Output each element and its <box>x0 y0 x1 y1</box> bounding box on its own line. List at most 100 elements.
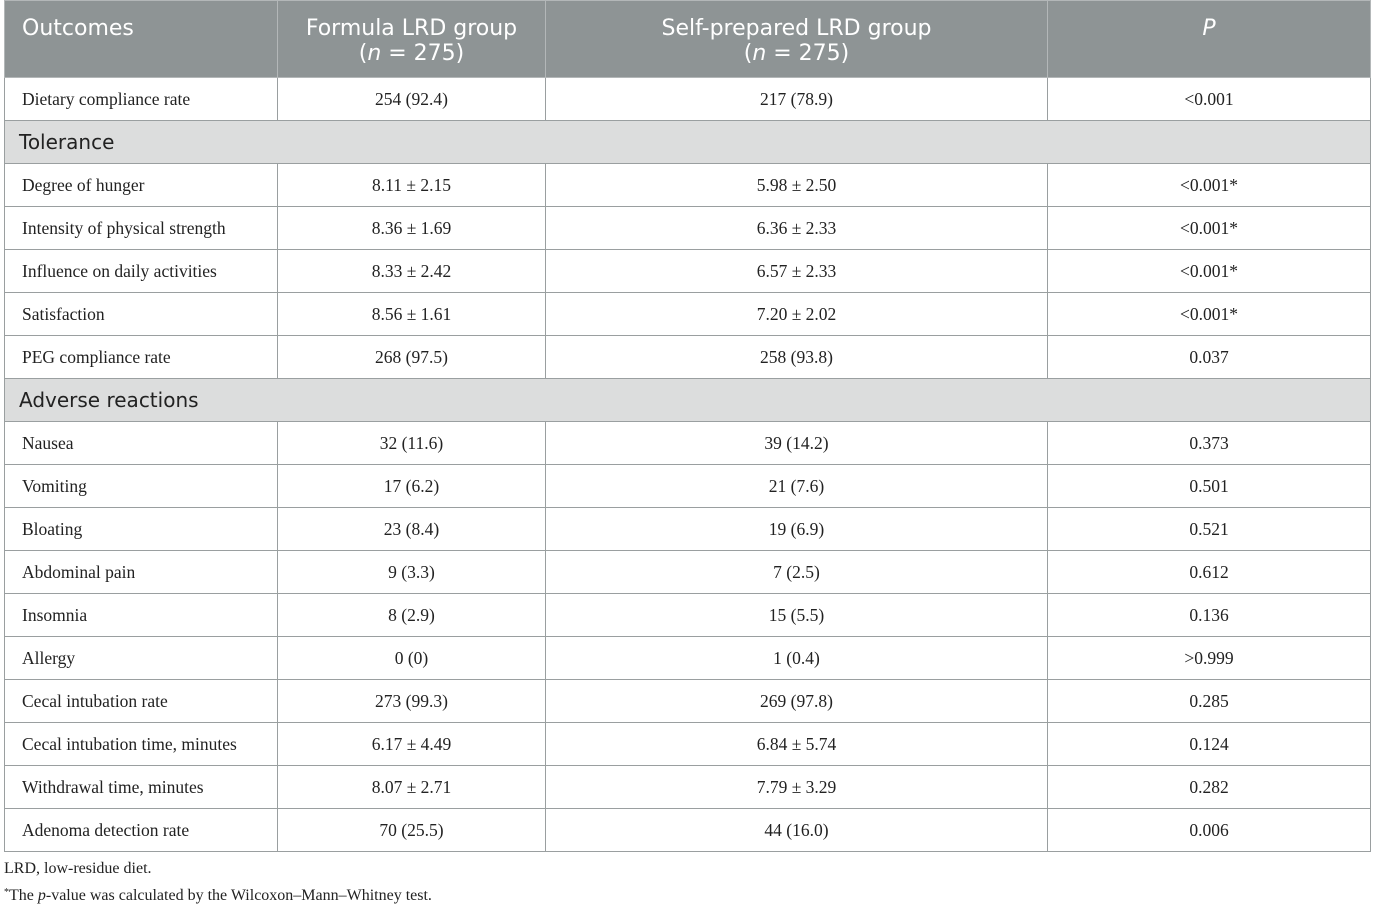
table-row: Intensity of physical strength 8.36 ± 1.6… <box>4 206 1371 250</box>
header-self-title: Self-prepared LRD group <box>661 16 932 41</box>
results-table-container: Outcomes Formula LRD group (n = 275) Sel… <box>4 0 1371 852</box>
cell-outcome: Cecal intubation rate <box>4 679 278 723</box>
cell-self-prepared-value: 7.20 ± 2.02 <box>545 292 1048 336</box>
cell-outcome: Cecal intubation time, minutes <box>4 722 278 766</box>
cell-formula-value: 32 (11.6) <box>277 421 546 465</box>
header-row: Outcomes Formula LRD group (n = 275) Sel… <box>4 0 1371 78</box>
cell-p-value: <0.001 <box>1047 77 1371 121</box>
cell-p-value: 0.124 <box>1047 722 1371 766</box>
cell-formula-value: 8.36 ± 1.69 <box>277 206 546 250</box>
cell-p-value: 0.612 <box>1047 550 1371 594</box>
header-formula-group: Formula LRD group (n = 275) <box>277 0 546 78</box>
header-formula-open-paren: ( <box>358 41 368 66</box>
cell-self-prepared-value: 6.57 ± 2.33 <box>545 249 1048 293</box>
cell-self-prepared-value: 258 (93.8) <box>545 335 1048 379</box>
cell-p-value: 0.006 <box>1047 808 1371 852</box>
cell-outcome: Bloating <box>4 507 278 551</box>
cell-formula-value: 8.07 ± 2.71 <box>277 765 546 809</box>
cell-p-value: 0.282 <box>1047 765 1371 809</box>
section-row: Adverse reactions <box>4 378 1371 422</box>
table-row: Allergy 0 (0) 1 (0.4) >0.999 <box>4 636 1371 680</box>
cell-formula-value: 9 (3.3) <box>277 550 546 594</box>
cell-self-prepared-value: 1 (0.4) <box>545 636 1048 680</box>
table-row: Satisfaction 8.56 ± 1.61 7.20 ± 2.02 <0.001… <box>4 292 1371 336</box>
cell-self-prepared-value: 7.79 ± 3.29 <box>545 765 1048 809</box>
cell-self-prepared-value: 21 (7.6) <box>545 464 1048 508</box>
cell-formula-value: 254 (92.4) <box>277 77 546 121</box>
header-self-open-paren: ( <box>743 41 753 66</box>
cell-formula-value: 0 (0) <box>277 636 546 680</box>
section-row: Tolerance <box>4 120 1371 164</box>
cell-formula-value: 8 (2.9) <box>277 593 546 637</box>
cell-self-prepared-value: 19 (6.9) <box>545 507 1048 551</box>
header-self-n-value: = 275) <box>766 41 850 66</box>
header-p-value: P <box>1047 0 1371 78</box>
table-row: Dietary compliance rate 254 (92.4) 217 (78… <box>4 77 1371 121</box>
cell-formula-value: 8.33 ± 2.42 <box>277 249 546 293</box>
cell-formula-value: 8.11 ± 2.15 <box>277 163 546 207</box>
table-row: Cecal intubation rate 273 (99.3) 269 (97.8… <box>4 679 1371 723</box>
cell-self-prepared-value: 15 (5.5) <box>545 593 1048 637</box>
cell-p-value: <0.001* <box>1047 163 1371 207</box>
table-row: Bloating 23 (8.4) 19 (6.9) 0.521 <box>4 507 1371 551</box>
cell-outcome: Vomiting <box>4 464 278 508</box>
cell-formula-value: 23 (8.4) <box>277 507 546 551</box>
cell-p-value: <0.001* <box>1047 249 1371 293</box>
abbreviation-note: LRD, low-residue diet. <box>4 860 152 877</box>
section-heading: Adverse reactions <box>4 378 1371 422</box>
cell-formula-value: 17 (6.2) <box>277 464 546 508</box>
header-self-n-var: n <box>752 41 767 66</box>
results-table: Outcomes Formula LRD group (n = 275) Sel… <box>4 0 1371 852</box>
cell-outcome: Withdrawal time, minutes <box>4 765 278 809</box>
cell-outcome: Dietary compliance rate <box>4 77 278 121</box>
cell-formula-value: 273 (99.3) <box>277 679 546 723</box>
table-row: Degree of hunger 8.11 ± 2.15 5.98 ± 2.50 <0… <box>4 163 1371 207</box>
header-formula-n-var: n <box>367 41 382 66</box>
cell-p-value: 0.373 <box>1047 421 1371 465</box>
cell-p-value: 0.037 <box>1047 335 1371 379</box>
cell-p-value: <0.001* <box>1047 206 1371 250</box>
table-row: Adenoma detection rate 70 (25.5) 44 (16.0)… <box>4 808 1371 852</box>
cell-p-value: 0.501 <box>1047 464 1371 508</box>
table-row: Abdominal pain 9 (3.3) 7 (2.5) 0.612 <box>4 550 1371 594</box>
cell-self-prepared-value: 44 (16.0) <box>545 808 1048 852</box>
cell-self-prepared-value: 269 (97.8) <box>545 679 1048 723</box>
section-heading: Tolerance <box>4 120 1371 164</box>
header-p-label: P <box>1202 16 1216 41</box>
cell-p-value: >0.999 <box>1047 636 1371 680</box>
cell-self-prepared-value: 6.84 ± 5.74 <box>545 722 1048 766</box>
cell-self-prepared-value: 5.98 ± 2.50 <box>545 163 1048 207</box>
header-formula-n-value: = 275) <box>381 41 465 66</box>
header-formula-title: Formula LRD group <box>305 16 518 41</box>
cell-self-prepared-value: 6.36 ± 2.33 <box>545 206 1048 250</box>
cell-outcome: Degree of hunger <box>4 163 278 207</box>
cell-self-prepared-value: 39 (14.2) <box>545 421 1048 465</box>
cell-self-prepared-value: 7 (2.5) <box>545 550 1048 594</box>
cell-outcome: Adenoma detection rate <box>4 808 278 852</box>
cell-outcome: Insomnia <box>4 593 278 637</box>
cell-p-value: <0.001* <box>1047 292 1371 336</box>
cell-self-prepared-value: 217 (78.9) <box>545 77 1048 121</box>
footnote: *The p-value was calculated by the Wilco… <box>4 881 432 908</box>
header-outcomes-label: Outcomes <box>22 16 134 41</box>
table-row: Influence on daily activities 8.33 ± 2.42… <box>4 249 1371 293</box>
cell-outcome: Satisfaction <box>4 292 278 336</box>
table-body: Dietary compliance rate 254 (92.4) 217 (78… <box>4 77 1371 852</box>
cell-outcome: Intensity of physical strength <box>4 206 278 250</box>
cell-outcome: Abdominal pain <box>4 550 278 594</box>
cell-formula-value: 268 (97.5) <box>277 335 546 379</box>
cell-outcome: PEG compliance rate <box>4 335 278 379</box>
cell-formula-value: 6.17 ± 4.49 <box>277 722 546 766</box>
table-row: Nausea 32 (11.6) 39 (14.2) 0.373 <box>4 421 1371 465</box>
header-outcomes: Outcomes <box>4 0 278 78</box>
footnote-mark: * <box>4 887 9 898</box>
footnote-post: -value was calculated by the Wilcoxon–Ma… <box>45 887 432 904</box>
header-formula-n: (n = 275) <box>278 41 545 66</box>
table-notes: LRD, low-residue diet. *The p-value was … <box>4 857 432 908</box>
table-row: PEG compliance rate 268 (97.5) 258 (93.8) 0… <box>4 335 1371 379</box>
header-self-n: (n = 275) <box>546 41 1047 66</box>
footnote-italic: p <box>37 887 46 904</box>
cell-p-value: 0.285 <box>1047 679 1371 723</box>
cell-formula-value: 8.56 ± 1.61 <box>277 292 546 336</box>
table-row: Insomnia 8 (2.9) 15 (5.5) 0.136 <box>4 593 1371 637</box>
